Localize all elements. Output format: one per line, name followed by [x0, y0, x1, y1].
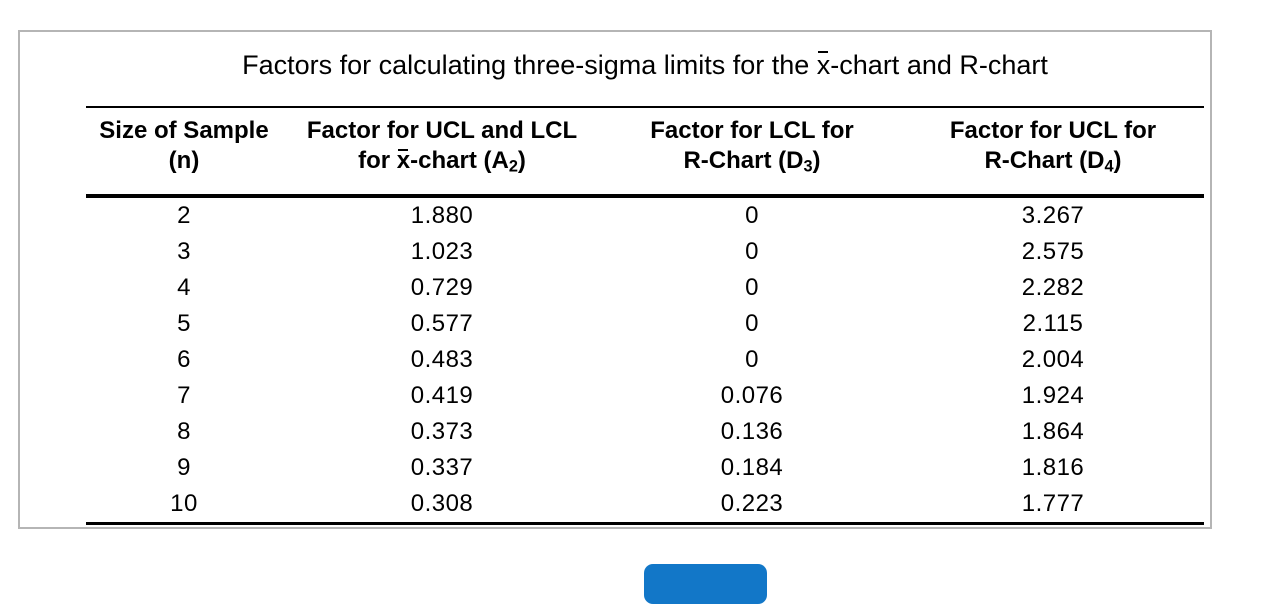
- cell-d4: 3.267: [1021, 201, 1085, 229]
- cell-d3: 0: [745, 237, 759, 265]
- header-text: for: [358, 147, 397, 174]
- header-text: ): [812, 147, 821, 174]
- cell-d3: 0: [745, 309, 759, 337]
- cell-d4: 2.282: [1021, 273, 1085, 301]
- header-line: Size of Sample: [99, 117, 269, 144]
- table-row: 3 1.023 0 2.575: [86, 234, 1204, 270]
- cell-a2: 0.373: [410, 417, 474, 445]
- cell-d3: 0: [745, 273, 759, 301]
- header-text: ): [517, 147, 526, 174]
- header-line: Factor for UCL for: [949, 117, 1157, 144]
- cell-n: 5: [177, 309, 191, 337]
- table-header-row: Size of Sample (n) Factor for UCL and LC…: [86, 107, 1204, 196]
- header-line: for x-chart (A2): [282, 146, 602, 182]
- cell-a2: 0.419: [410, 381, 474, 409]
- cell-n: 7: [177, 381, 191, 409]
- table-row: 4 0.729 0 2.282: [86, 270, 1204, 306]
- cell-n: 9: [177, 453, 191, 481]
- header-line: (n): [168, 147, 200, 174]
- cell-d4: 2.004: [1021, 345, 1085, 373]
- title-text-post: -chart and R-chart: [830, 50, 1048, 80]
- cell-n: 6: [177, 345, 191, 373]
- header-text: R-Chart (D: [984, 147, 1105, 174]
- table-row: 7 0.419 0.076 1.924: [86, 378, 1204, 414]
- cell-n: 8: [177, 417, 191, 445]
- table-row: 2 1.880 0 3.267: [86, 196, 1204, 234]
- x-bar-symbol: x: [816, 50, 831, 80]
- factors-table: Size of Sample (n) Factor for UCL and LC…: [86, 106, 1204, 525]
- col-header-d3-factor: Factor for LCL for R-Chart (D3): [602, 107, 902, 196]
- cell-n: 3: [177, 237, 191, 265]
- bottom-action-button[interactable]: [644, 564, 767, 604]
- header-text: R-Chart (D: [683, 147, 804, 174]
- title-text-pre: Factors for calculating three-sigma limi…: [242, 50, 817, 80]
- subscript: 4: [1104, 157, 1114, 176]
- cell-a2: 0.337: [410, 453, 474, 481]
- subscript: 2: [508, 157, 518, 176]
- header-text: -chart (A: [410, 147, 509, 174]
- header-text: ): [1113, 147, 1122, 174]
- x-bar-symbol: x: [396, 147, 411, 174]
- header-line: R-Chart (D3): [602, 146, 902, 182]
- col-header-d4-factor: Factor for UCL for R-Chart (D4): [902, 107, 1204, 196]
- subscript: 3: [803, 157, 813, 176]
- cell-n: 10: [170, 489, 198, 517]
- exhibit-panel: Factors for calculating three-sigma limi…: [18, 30, 1212, 529]
- cell-d3: 0.136: [720, 417, 784, 445]
- cell-d4: 1.816: [1021, 453, 1085, 481]
- cell-d3: 0.184: [720, 453, 784, 481]
- cell-d4: 1.864: [1021, 417, 1085, 445]
- cell-a2: 1.023: [410, 237, 474, 265]
- cell-d4: 1.777: [1021, 489, 1085, 517]
- header-line: Factor for LCL for: [650, 117, 854, 144]
- table-row: 9 0.337 0.184 1.816: [86, 450, 1204, 486]
- cell-d3: 0.223: [720, 489, 784, 517]
- cell-a2: 0.483: [410, 345, 474, 373]
- header-line: R-Chart (D4): [902, 146, 1204, 182]
- cell-n: 4: [177, 273, 191, 301]
- table-row: 5 0.577 0 2.115: [86, 306, 1204, 342]
- cell-d4: 2.115: [1022, 309, 1084, 337]
- table-row: 10 0.308 0.223 1.777: [86, 486, 1204, 524]
- cell-a2: 0.729: [410, 273, 474, 301]
- col-header-sample-size: Size of Sample (n): [86, 107, 282, 196]
- cell-d3: 0.076: [720, 381, 784, 409]
- table-title: Factors for calculating three-sigma limi…: [86, 50, 1204, 81]
- cell-d3: 0: [745, 345, 759, 373]
- cell-a2: 1.880: [410, 201, 474, 229]
- cell-d4: 1.924: [1021, 381, 1085, 409]
- cell-d4: 2.575: [1021, 237, 1085, 265]
- cell-a2: 0.308: [410, 489, 474, 517]
- table-row: 6 0.483 0 2.004: [86, 342, 1204, 378]
- table-body: 2 1.880 0 3.267 3 1.023 0 2.575 4 0.729 0 2.282 5 0.5…: [86, 196, 1204, 524]
- cell-a2: 0.577: [410, 309, 474, 337]
- table-row: 8 0.373 0.136 1.864: [86, 414, 1204, 450]
- cell-n: 2: [177, 201, 191, 229]
- col-header-a2-factor: Factor for UCL and LCL for x-chart (A2): [282, 107, 602, 196]
- header-line: Factor for UCL and LCL: [306, 117, 578, 144]
- cell-d3: 0: [745, 201, 759, 229]
